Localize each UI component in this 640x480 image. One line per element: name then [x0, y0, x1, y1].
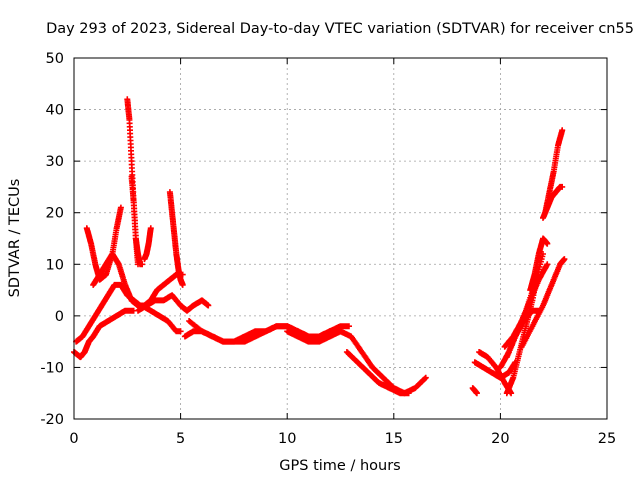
x-tick-label: 0	[69, 431, 78, 447]
grid-lines	[74, 58, 607, 419]
series-track-26	[503, 307, 542, 361]
series-track-6	[128, 173, 141, 268]
x-tick-label: 10	[278, 431, 296, 447]
series-track-23	[527, 235, 551, 294]
series-track-15	[343, 349, 412, 397]
series-track-16	[469, 385, 480, 397]
series-track-7	[141, 225, 154, 263]
y-tick-label: 20	[46, 206, 64, 222]
y-tick-label: 50	[46, 51, 64, 67]
series-track-25	[542, 127, 566, 216]
series-track-5	[124, 96, 146, 268]
x-tick-label: 5	[176, 431, 185, 447]
y-tick-label: 30	[46, 154, 64, 170]
y-axis-label: SDTVAR / TECUs	[7, 179, 23, 298]
series-track-24	[540, 183, 566, 221]
axis-ticks: 0 5 10 15 20 25 -20 -10 0 10 20 30 40 50	[40, 51, 616, 447]
series-track-13	[186, 318, 333, 345]
x-tick-label: 25	[598, 431, 616, 447]
y-tick-label: 40	[46, 103, 64, 119]
plot-frame	[73, 57, 608, 420]
x-tick-label: 15	[385, 431, 403, 447]
y-tick-label: 0	[55, 309, 64, 325]
data-series-group	[71, 96, 568, 397]
y-tick-label: -20	[40, 412, 64, 428]
x-tick-label: 20	[491, 431, 509, 447]
x-axis-label: GPS time / hours	[279, 458, 400, 474]
y-tick-label: 10	[46, 257, 64, 273]
y-tick-label: -10	[40, 360, 64, 376]
series-track-11	[139, 302, 184, 335]
chart-title: Day 293 of 2023, Sidereal Day-to-day VTE…	[46, 21, 634, 37]
series-track-4	[73, 281, 150, 345]
